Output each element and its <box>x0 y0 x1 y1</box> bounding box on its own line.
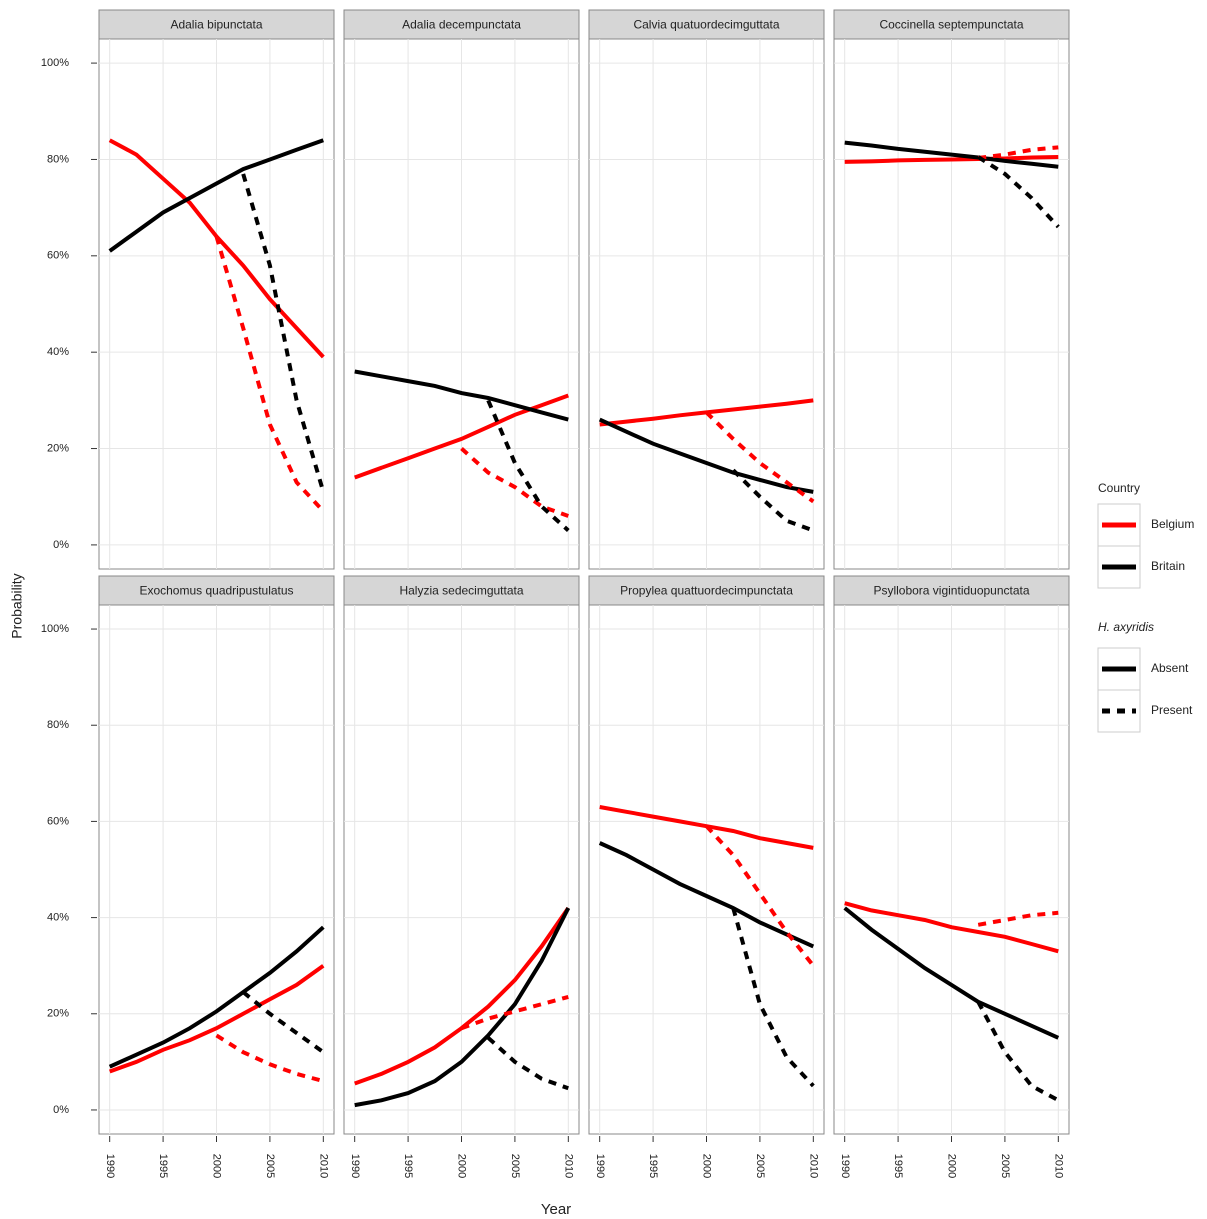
x-tick-label: 1995 <box>892 1154 904 1178</box>
x-tick-label: 2000 <box>946 1154 958 1178</box>
y-tick-label: 20% <box>47 1008 69 1020</box>
panel-title: Propylea quattuordecimpunctata <box>620 584 793 598</box>
x-tick-label: 2000 <box>211 1154 223 1178</box>
strip <box>98 575 335 606</box>
x-tick-label: 1990 <box>349 1154 361 1178</box>
strip <box>833 9 1070 40</box>
x-tick-label: 1995 <box>647 1154 659 1178</box>
legend-label: Belgium <box>1151 517 1194 531</box>
strip <box>343 9 580 40</box>
y-tick-label: 0% <box>53 1104 69 1116</box>
line <box>215 1033 324 1084</box>
x-tick-label: 1990 <box>104 1154 116 1178</box>
line <box>598 841 815 949</box>
panel-title: Coccinella septempunctata <box>879 18 1023 32</box>
line <box>108 925 325 1069</box>
y-tick-label: 60% <box>47 250 69 262</box>
x-tick-label: 2005 <box>509 1154 521 1178</box>
x-tick-label: 2005 <box>999 1154 1011 1178</box>
y-tick-label: 0% <box>53 539 69 551</box>
legend-label: Present <box>1151 703 1193 717</box>
y-tick-label: 40% <box>47 911 69 923</box>
x-tick-label: 1990 <box>839 1154 851 1178</box>
line <box>241 990 325 1054</box>
y-tick-label: 20% <box>47 442 69 454</box>
line <box>460 447 569 518</box>
line <box>844 140 1059 169</box>
line <box>977 145 1059 160</box>
line <box>214 235 325 513</box>
x-tick-label: 2005 <box>754 1154 766 1178</box>
y-tick-label: 80% <box>47 719 69 731</box>
y-tick-label: 100% <box>41 57 69 69</box>
strip <box>588 9 825 40</box>
y-axis-label: Probability <box>9 573 25 638</box>
strip <box>343 575 580 606</box>
line <box>354 907 571 1108</box>
legend-title: H. axyridis <box>1098 620 1154 634</box>
line <box>844 155 1059 164</box>
line <box>108 138 324 253</box>
panel-title: Exochomus quadripustulatus <box>139 584 293 598</box>
legend-label: Britain <box>1151 559 1185 573</box>
x-tick-label: 2000 <box>456 1154 468 1178</box>
panel-title: Adalia bipunctata <box>170 18 262 32</box>
x-tick-label: 2010 <box>562 1154 574 1178</box>
legend-title: Country <box>1098 481 1140 495</box>
y-tick-label: 40% <box>47 346 69 358</box>
x-axis-label: Year <box>541 1201 571 1218</box>
strip <box>588 575 825 606</box>
line <box>460 994 569 1031</box>
panel-title: Halyzia sedecimguttata <box>399 584 523 598</box>
x-tick-label: 2010 <box>807 1154 819 1178</box>
y-tick-label: 80% <box>47 153 69 165</box>
strip <box>98 9 335 40</box>
x-tick-label: 1995 <box>157 1154 169 1178</box>
line <box>843 906 1060 1040</box>
x-tick-label: 2010 <box>317 1154 329 1178</box>
line <box>486 1036 569 1091</box>
panel-title: Calvia quatuordecimguttata <box>633 18 779 32</box>
line <box>731 907 815 1088</box>
y-tick-label: 100% <box>41 623 69 635</box>
line <box>241 173 326 493</box>
x-tick-label: 2010 <box>1052 1154 1064 1178</box>
line <box>486 399 570 532</box>
panel-title: Adalia decempunctata <box>402 18 521 32</box>
y-tick-label: 60% <box>47 815 69 827</box>
line <box>109 964 325 1074</box>
line <box>977 155 1060 229</box>
line <box>598 417 814 494</box>
line <box>731 468 814 533</box>
strip <box>833 575 1070 606</box>
x-tick-label: 2000 <box>701 1154 713 1178</box>
line <box>977 910 1059 927</box>
legend-label: Absent <box>1151 661 1189 675</box>
line <box>976 1000 1060 1103</box>
x-tick-label: 1995 <box>402 1154 414 1178</box>
line <box>354 369 569 422</box>
panel-title: Psyllobora vigintiduopunctata <box>873 584 1029 598</box>
x-tick-label: 2005 <box>264 1154 276 1178</box>
line <box>844 901 1059 954</box>
x-tick-label: 1990 <box>594 1154 606 1178</box>
